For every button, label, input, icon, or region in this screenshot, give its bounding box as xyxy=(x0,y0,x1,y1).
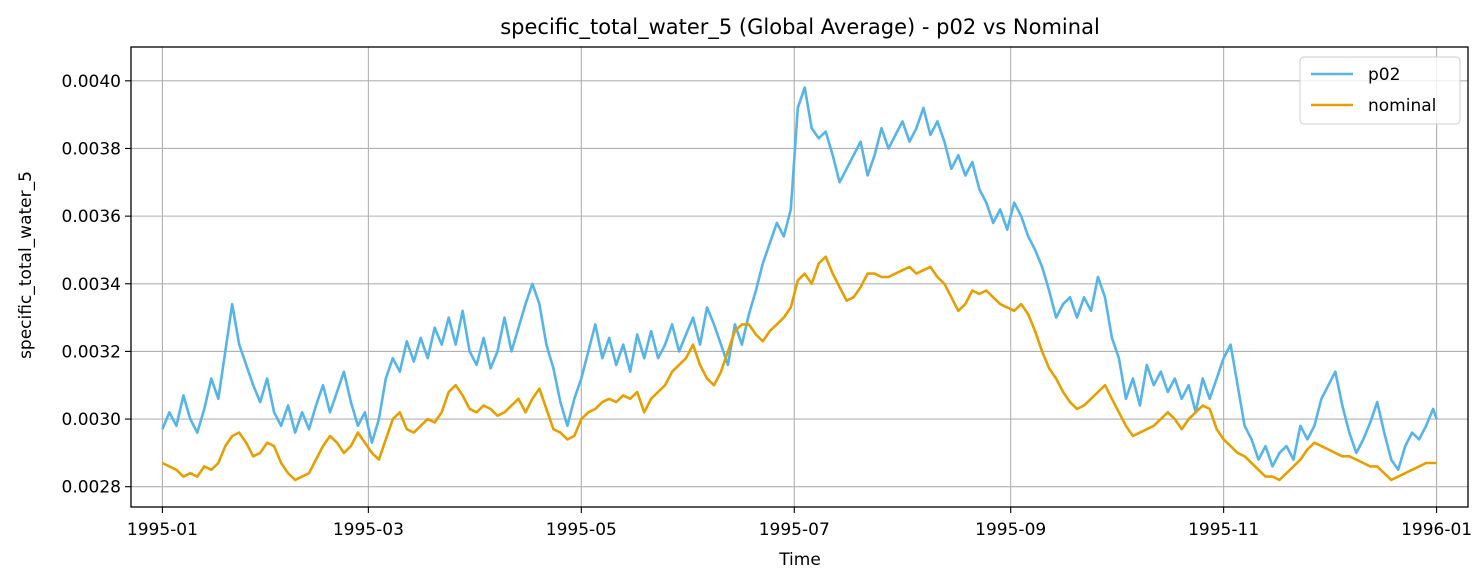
y-tick-label: 0.0032 xyxy=(62,342,121,362)
series-line-p02 xyxy=(161,86,1438,472)
x-axis-label: Time xyxy=(778,550,821,570)
y-axis-label: specific_total_water_5 xyxy=(16,171,36,359)
legend: p02 nominal xyxy=(1299,56,1461,125)
y-tick-label: 0.0034 xyxy=(62,275,121,295)
legend-label-p02: p02 xyxy=(1368,65,1400,85)
x-tick-label: 1995-11 xyxy=(1188,520,1259,540)
series-layer xyxy=(161,86,1438,482)
series-line-nominal xyxy=(161,255,1437,482)
y-tick-label: 0.0038 xyxy=(62,139,121,159)
x-tick-label: 1995-01 xyxy=(127,520,198,540)
x-tick-label: 1995-07 xyxy=(759,520,830,540)
y-tick-label: 0.0030 xyxy=(62,410,121,430)
chart-title: specific_total_water_5 (Global Average) … xyxy=(500,15,1100,40)
legend-label-nominal: nominal xyxy=(1368,96,1436,116)
ticks: 1995-01 1995-03 1995-05 1995-07 1995-09 1995-… xyxy=(62,72,1473,540)
x-tick-label: 1995-09 xyxy=(975,520,1046,540)
x-tick-label: 1995-05 xyxy=(546,520,617,540)
x-tick-label: 1996-01 xyxy=(1401,520,1472,540)
plot-frame xyxy=(130,46,1469,508)
x-tick-label: 1995-03 xyxy=(333,520,404,540)
y-tick-label: 0.0040 xyxy=(62,72,121,92)
grid xyxy=(131,47,1468,507)
y-tick-label: 0.0036 xyxy=(62,207,121,227)
y-tick-label: 0.0028 xyxy=(62,478,121,498)
